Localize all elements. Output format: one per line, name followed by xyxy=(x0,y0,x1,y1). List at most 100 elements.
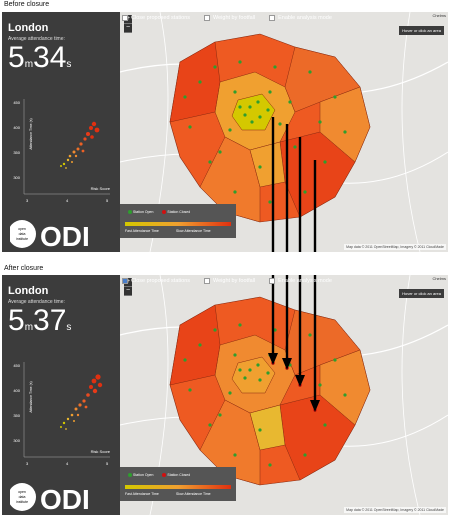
checkbox[interactable] xyxy=(204,278,211,284)
after-legend: Station Open Station Closed Fast Attenda… xyxy=(120,467,236,501)
before-zoom-controls: + − xyxy=(124,15,132,33)
after-station-markers xyxy=(183,323,347,467)
before-attendance-time: 5m34s xyxy=(8,42,71,74)
x-axis-label: Risk Score xyxy=(91,186,111,191)
y-tick: 400 xyxy=(13,125,20,130)
after-attribution: Map data © 2011 OpenStreetMap, Imagery ©… xyxy=(344,507,446,513)
after-close-stations-toggle[interactable]: Close proposed stations xyxy=(122,278,190,284)
checkbox[interactable] xyxy=(204,15,211,21)
x-tick: 4 xyxy=(66,461,69,466)
legend-slow: Slow Attendance Time xyxy=(176,492,211,496)
logo-text-institute: institute xyxy=(16,237,28,241)
before-close-stations-toggle[interactable]: Close proposed stations xyxy=(122,15,190,21)
before-legend: Station Open Station Closed Fast Attenda… xyxy=(120,204,236,238)
station-closed-dot xyxy=(162,210,167,215)
after-scatter-plot: 450 400 350 300 3 4 5 Risk Score Attenda… xyxy=(13,362,111,466)
after-analysis-mode-toggle[interactable]: Enable analysis mode xyxy=(269,278,332,284)
after-sidebar: London Average attendance time: 5m37s 45… xyxy=(2,275,120,515)
closure-arrows xyxy=(271,117,317,252)
before-hover-hint: Hover or click an area xyxy=(399,26,444,35)
scatter-dots xyxy=(60,121,100,169)
checkbox[interactable] xyxy=(122,15,128,21)
before-scatter-plot: 450 400 350 300 3 4 5 Risk Score Attenda… xyxy=(13,99,111,203)
odi-logo: open data institute ODI xyxy=(8,217,100,252)
x-tick: 4 xyxy=(66,198,69,203)
control-label: Weight by footfall xyxy=(213,15,256,21)
before-analysis-mode-toggle[interactable]: Enable analysis mode xyxy=(269,15,332,21)
control-label: Close proposed stations xyxy=(131,15,191,21)
before-weight-footfall-toggle[interactable]: Weight by footfall xyxy=(204,15,255,21)
after-seconds: 37 xyxy=(33,304,67,337)
zoom-in-button[interactable]: + xyxy=(124,15,132,24)
logo-text-institute: institute xyxy=(16,500,28,504)
zoom-out-button[interactable]: − xyxy=(124,287,132,296)
station-closed-dot xyxy=(162,473,167,478)
after-avg-label: Average attendance time: xyxy=(8,299,65,305)
legend-fast: Fast Attendance Time xyxy=(125,492,159,496)
control-label: Close proposed stations xyxy=(131,278,191,284)
control-label: Enable analysis mode xyxy=(278,278,332,284)
before-map-canvas[interactable] xyxy=(120,12,448,252)
before-minutes-unit: m xyxy=(24,59,34,70)
odi-logo: open data institute ODI xyxy=(8,480,100,515)
before-panel: London Average attendance time: 5m34s 45… xyxy=(2,12,448,252)
after-hover-hint: Hover or click an area xyxy=(399,289,444,298)
logo-mark: ODI xyxy=(40,484,90,514)
before-minutes: 5 xyxy=(8,41,25,74)
after-section-label: After closure xyxy=(4,265,44,272)
after-weight-footfall-toggle[interactable]: Weight by footfall xyxy=(204,278,255,284)
y-tick: 400 xyxy=(13,388,20,393)
y-tick: 300 xyxy=(13,175,20,180)
legend-station-closed: Station Closed xyxy=(167,210,191,214)
legend-station-open: Station Open xyxy=(133,473,154,477)
before-seconds: 34 xyxy=(33,41,67,74)
checkbox[interactable] xyxy=(269,15,276,21)
before-section-label: Before closure xyxy=(4,1,50,8)
y-tick: 450 xyxy=(13,100,20,105)
after-city-name: London xyxy=(8,285,49,297)
attendance-gradient xyxy=(125,222,231,226)
after-minutes-unit: m xyxy=(24,322,34,333)
logo-text-data: data xyxy=(19,495,26,499)
before-avg-label: Average attendance time: xyxy=(8,36,65,42)
after-map[interactable]: + − Chelms Hover or click an area Statio… xyxy=(120,275,448,515)
before-controls: Close proposed stations Weight by footfa… xyxy=(122,15,332,21)
before-seconds-unit: s xyxy=(66,59,72,70)
y-tick: 350 xyxy=(13,413,20,418)
x-tick: 5 xyxy=(106,461,109,466)
control-label: Enable analysis mode xyxy=(278,15,332,21)
zoom-in-button[interactable]: + xyxy=(124,278,132,287)
logo-text-open: open xyxy=(18,490,26,494)
station-open-dot xyxy=(128,210,132,215)
before-sidebar: London Average attendance time: 5m34s 45… xyxy=(2,12,120,252)
logo-mark: ODI xyxy=(40,221,90,251)
after-zoom-controls: + − xyxy=(124,278,132,296)
x-tick: 3 xyxy=(26,461,29,466)
x-tick: 3 xyxy=(26,198,29,203)
scatter-dots xyxy=(60,374,103,430)
map-place-label: Chelms xyxy=(432,276,446,281)
legend-fast: Fast Attendance Time xyxy=(125,229,159,233)
y-tick: 300 xyxy=(13,438,20,443)
before-attribution: Map data © 2011 OpenStreetMap, Imagery ©… xyxy=(344,244,446,250)
legend-slow: Slow Attendance Time xyxy=(176,229,211,233)
x-tick: 5 xyxy=(106,198,109,203)
after-minutes: 5 xyxy=(8,304,25,337)
legend-station-closed: Station Closed xyxy=(167,473,191,477)
y-axis-label: Attendance Time (s) xyxy=(29,118,33,149)
before-station-markers xyxy=(183,60,347,204)
x-axis-label: Risk Score xyxy=(91,449,111,454)
logo-text-open: open xyxy=(18,227,26,231)
y-axis-label: Attendance Time (s) xyxy=(29,381,33,412)
zoom-out-button[interactable]: − xyxy=(124,24,132,33)
before-map[interactable]: + − Chelms Hover or click an area Statio… xyxy=(120,12,448,252)
y-tick: 450 xyxy=(13,363,20,368)
checkbox[interactable] xyxy=(269,278,276,284)
after-attendance-time: 5m37s xyxy=(8,305,71,337)
logo-text-data: data xyxy=(19,232,26,236)
checkbox[interactable] xyxy=(122,278,128,284)
legend-station-open: Station Open xyxy=(133,210,154,214)
map-place-label: Chelms xyxy=(432,13,446,18)
y-tick: 350 xyxy=(13,150,20,155)
station-open-dot xyxy=(128,473,132,478)
